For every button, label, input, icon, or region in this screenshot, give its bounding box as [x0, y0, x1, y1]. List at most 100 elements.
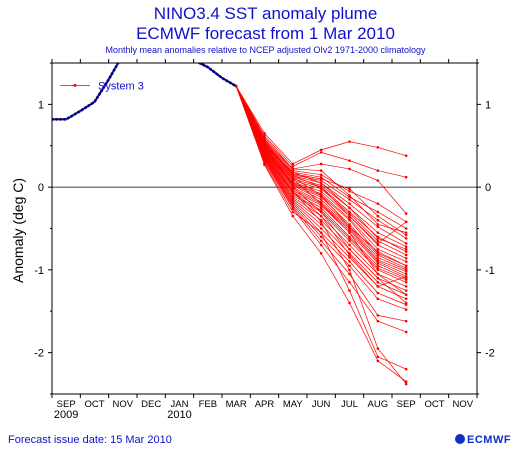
forecast-member-point: [376, 291, 380, 295]
forecast-member-point: [404, 220, 408, 224]
forecast-member-point: [319, 223, 323, 226]
forecast-member-point: [376, 276, 380, 280]
forecast-member-point: [348, 187, 351, 191]
forecast-member-point: [319, 179, 323, 182]
x-tick-label: NOV: [113, 399, 134, 410]
forecast-member-point: [348, 198, 351, 201]
forecast-member-point: [404, 237, 408, 240]
forecast-member-point: [319, 220, 323, 224]
forecast-member-point: [348, 280, 351, 284]
forecast-member-point: [376, 256, 380, 259]
chart-climatology-note: Monthly mean anomalies relative to NCEP …: [105, 45, 426, 55]
forecast-member-point: [319, 169, 323, 172]
y-tick-label-right: -2: [485, 348, 495, 360]
forecast-member-point: [263, 138, 266, 142]
y-tick-label-right: 0: [485, 182, 491, 194]
forecast-member-point: [319, 210, 323, 214]
forecast-member-point: [376, 218, 380, 222]
ecmwf-logo: ECMWF: [455, 434, 511, 446]
forecast-member-point: [319, 198, 323, 201]
forecast-member-point: [404, 247, 408, 251]
x-tick-label: DEC: [141, 399, 161, 410]
forecast-member-point: [404, 280, 408, 284]
x-tick-label: FEB: [199, 399, 217, 410]
forecast-member-point: [404, 233, 408, 237]
forecast-member-point: [291, 185, 295, 189]
forecast-member-point: [404, 212, 408, 215]
forecast-member-point: [404, 382, 408, 386]
forecast-member-point: [348, 247, 351, 251]
forecast-member-point: [291, 167, 295, 171]
forecast-member-point: [376, 355, 380, 359]
forecast-member-point: [319, 206, 323, 210]
y-tick-label-left: -2: [34, 348, 44, 360]
forecast-member-point: [348, 260, 351, 263]
forecast-member-point: [319, 214, 323, 218]
forecast-member-point: [404, 319, 408, 323]
ecmwf-logo-text: ECMWF: [467, 434, 512, 446]
forecast-member-point: [319, 162, 323, 166]
y-tick-label-right: 1: [485, 99, 491, 111]
x-tick-label: SEP: [397, 399, 416, 410]
forecast-member-point: [404, 330, 408, 334]
forecast-member-point: [376, 272, 380, 276]
forecast-member-point: [319, 194, 323, 197]
forecast-member-point: [348, 237, 351, 240]
forecast-member-point: [376, 242, 380, 245]
forecast-member-point: [348, 289, 351, 292]
forecast-member-point: [376, 359, 380, 363]
forecast-issue-date: Forecast issue date: 15 Mar 2010: [8, 434, 172, 446]
forecast-member-point: [376, 314, 380, 317]
forecast-member-point: [404, 289, 408, 292]
forecast-member-point: [404, 242, 408, 245]
forecast-member-point: [404, 275, 408, 278]
forecast-member-point: [376, 268, 380, 272]
forecast-member-point: [291, 165, 295, 168]
forecast-member-point: [291, 214, 295, 218]
forecast-member-point: [404, 301, 408, 305]
forecast-member-line: [235, 86, 407, 252]
x-tick-label: APR: [255, 399, 275, 410]
x-tick-label: NOV: [453, 399, 474, 410]
forecast-member-point: [263, 151, 266, 154]
forecast-member-point: [404, 256, 408, 260]
forecast-member-point: [348, 256, 351, 259]
y-tick-label-right: -1: [485, 265, 495, 277]
forecast-member-point: [404, 380, 408, 383]
forecast-member-point: [348, 189, 351, 193]
forecast-member-point: [319, 231, 323, 234]
forecast-member-point: [348, 228, 351, 232]
forecast-member-point: [291, 210, 295, 214]
y-tick-label-left: 0: [38, 182, 44, 194]
forecast-member-point: [348, 264, 351, 268]
forecast-member-point: [263, 163, 266, 167]
x-tick-label: MAR: [226, 399, 247, 410]
forecast-member-point: [376, 239, 380, 243]
forecast-member-point: [348, 268, 351, 272]
forecast-member-point: [404, 270, 408, 273]
forecast-member-point: [376, 223, 380, 226]
forecast-member-point: [404, 227, 408, 230]
forecast-member-point: [376, 179, 380, 182]
forecast-member-point: [319, 185, 323, 189]
forecast-member-point: [376, 250, 380, 253]
forecast-member-point: [376, 285, 380, 288]
forecast-member-point: [376, 210, 380, 214]
x-year-label: 2009: [54, 409, 78, 421]
x-tick-label: MAY: [283, 399, 304, 410]
legend-swatch-point: [73, 83, 77, 87]
forecast-member-point: [376, 247, 380, 251]
forecast-member-point: [319, 189, 323, 193]
forecast-member-point: [319, 202, 323, 205]
forecast-member-point: [404, 308, 408, 311]
forecast-member-point: [376, 347, 380, 350]
forecast-member-point: [291, 189, 295, 193]
forecast-member-point: [376, 264, 380, 268]
forecast-member-point: [376, 253, 380, 257]
x-tick-label: SEP: [57, 399, 76, 410]
x-tick-label: OCT: [84, 399, 104, 410]
forecast-member-point: [319, 239, 323, 243]
forecast-member-point: [376, 146, 380, 149]
y-tick-label-left: -1: [34, 265, 44, 277]
